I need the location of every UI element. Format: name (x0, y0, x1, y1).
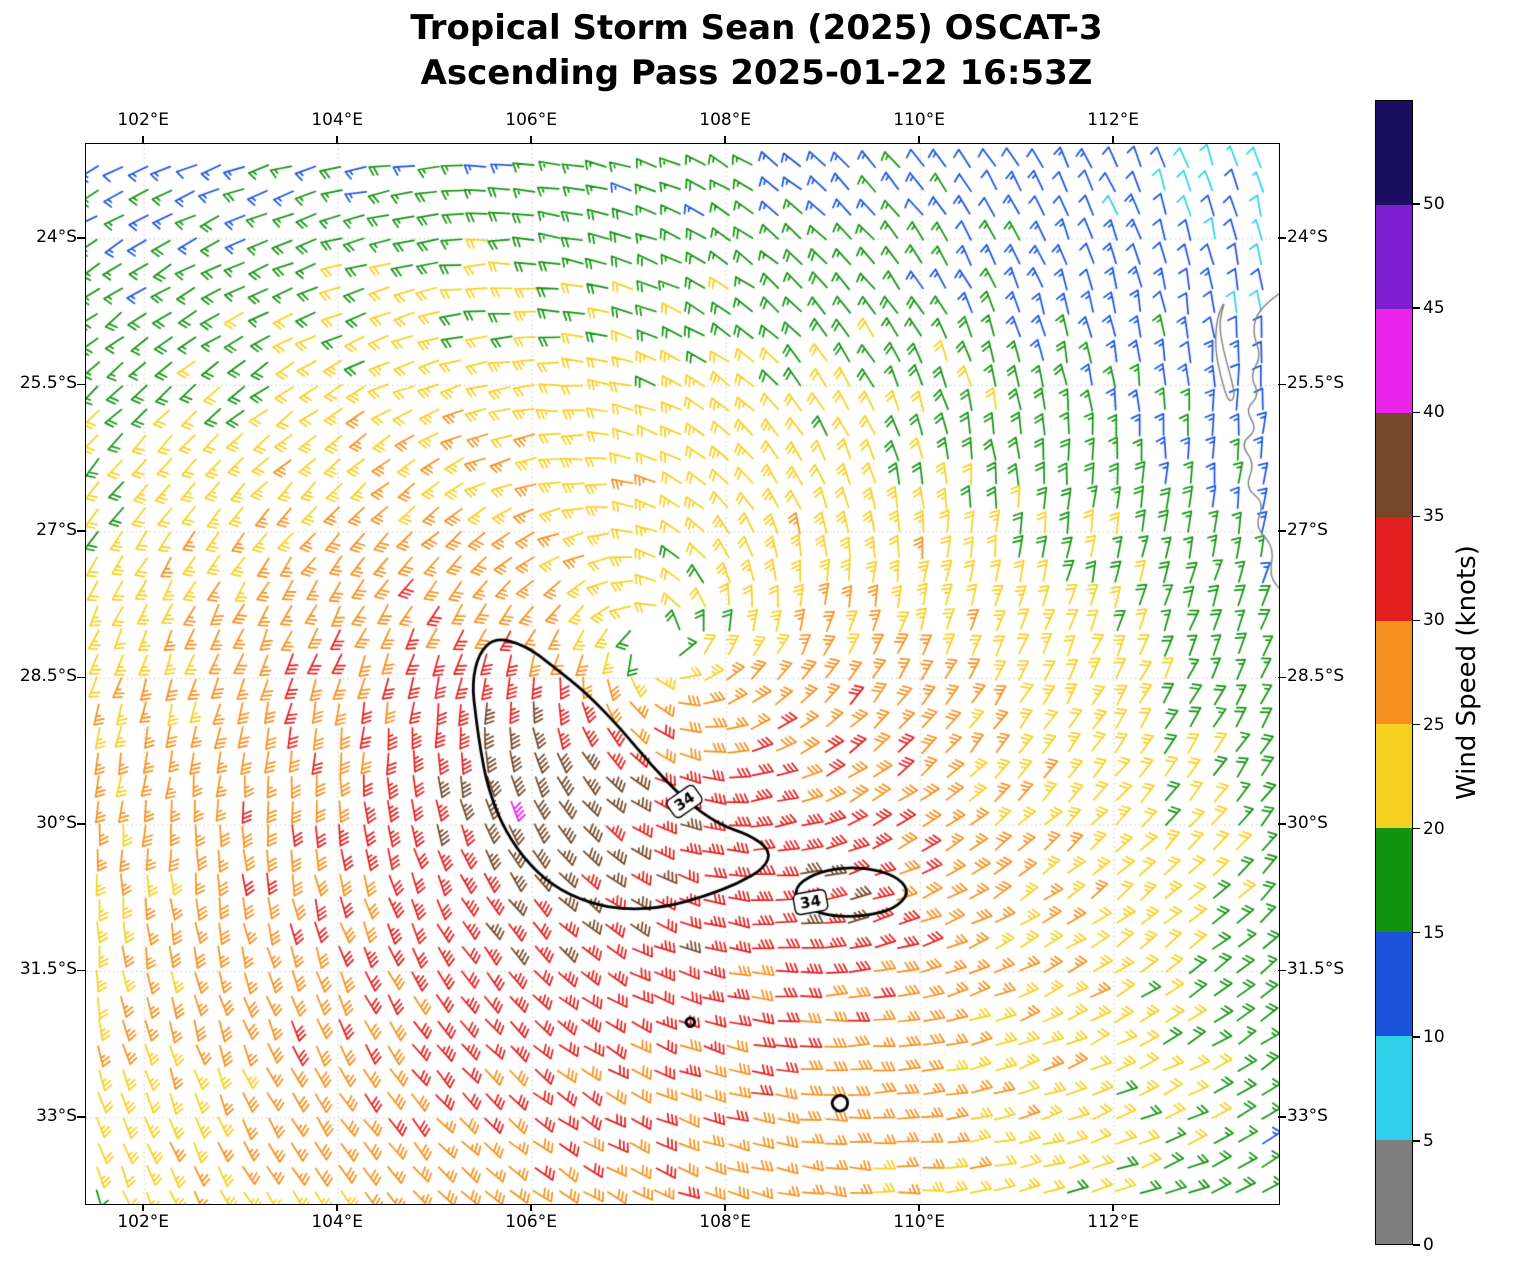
axis-tick-right (1278, 676, 1286, 679)
colorbar-tick-label: 10 (1423, 1026, 1445, 1047)
lat-tick-label-right: 33°S (1287, 1106, 1328, 1127)
lon-tick-label-bottom: 106°E (505, 1212, 557, 1232)
lon-tick-label-top: 102°E (117, 110, 170, 130)
axis-tick-right (1278, 969, 1286, 972)
lon-tick-label-top: 110°E (893, 110, 945, 130)
colorbar-tick (1413, 203, 1420, 205)
colorbar-tick (1413, 1140, 1420, 1142)
lat-tick-label-left: 31.5°S (19, 959, 77, 980)
colorbar-bin (1376, 412, 1412, 517)
colorbar-bin (1376, 620, 1412, 725)
colorbar-tick-label: 45 (1423, 298, 1445, 319)
lat-tick-label-right: 24°S (1287, 226, 1328, 247)
lon-tick-label-bottom: 104°E (311, 1212, 364, 1232)
axis-tick-top (1112, 136, 1114, 143)
colorbar (1375, 100, 1413, 1245)
lat-tick-label-right: 30°S (1287, 812, 1328, 833)
axis-tick-top (918, 136, 920, 143)
colorbar-tick (1413, 931, 1420, 934)
lon-tick-label-top: 104°E (311, 110, 364, 130)
colorbar-tick (1413, 723, 1420, 726)
colorbar-tick-label: 40 (1423, 402, 1445, 423)
colorbar-tick-label: 25 (1423, 714, 1445, 735)
axis-tick-left (77, 969, 85, 972)
axis-tick-left (77, 530, 85, 532)
colorbar-tick (1413, 827, 1420, 830)
colorbar-bin (1376, 932, 1412, 1037)
axis-tick-top (724, 136, 726, 143)
lat-tick-label-right: 27°S (1287, 519, 1328, 540)
colorbar-bin (1376, 101, 1412, 205)
colorbar-tick (1413, 1244, 1420, 1246)
colorbar-tick-label: 20 (1423, 818, 1445, 839)
lat-tick-label-left: 33°S (36, 1106, 77, 1127)
lat-tick-label-left: 25.5°S (19, 373, 77, 394)
axis-tick-bottom (142, 1204, 144, 1211)
colorbar-tick-label: 0 (1423, 1235, 1434, 1255)
colorbar-tick (1413, 619, 1420, 622)
colorbar-tick (1413, 1036, 1420, 1038)
lat-tick-label-left: 24°S (36, 226, 77, 247)
colorbar-tick-label: 5 (1423, 1130, 1434, 1151)
colorbar-tick (1413, 411, 1420, 414)
axis-tick-right (1278, 1116, 1286, 1118)
axis-tick-left (77, 383, 85, 386)
axis-tick-left (77, 676, 85, 679)
lon-tick-label-bottom: 108°E (699, 1212, 751, 1232)
lat-tick-label-left: 30°S (36, 812, 77, 833)
colorbar-tick (1413, 515, 1420, 518)
chart-subtitle: Ascending Pass 2025-01-22 16:53Z (420, 52, 1093, 93)
lat-tick-label-right: 31.5°S (1287, 959, 1345, 980)
lon-tick-label-bottom: 102°E (117, 1212, 170, 1232)
axis-tick-bottom (918, 1204, 920, 1211)
lon-tick-label-bottom: 112°E (1087, 1212, 1139, 1232)
colorbar-bin (1376, 1036, 1412, 1141)
colorbar-bin (1376, 516, 1412, 621)
wind-barb-canvas (86, 144, 1279, 1204)
axis-tick-bottom (1112, 1204, 1114, 1211)
colorbar-tick (1413, 307, 1420, 309)
colorbar-bin (1376, 1140, 1412, 1244)
colorbar-bin (1376, 724, 1412, 829)
lon-tick-label-top: 108°E (699, 110, 751, 130)
axis-tick-right (1278, 237, 1286, 239)
lat-tick-label-left: 27°S (36, 519, 77, 540)
colorbar-tick-label: 15 (1423, 922, 1445, 943)
axis-tick-left (77, 823, 85, 825)
lat-tick-label-left: 28.5°S (19, 666, 77, 687)
axis-tick-bottom (530, 1204, 532, 1211)
lon-tick-label-top: 106°E (505, 110, 557, 130)
axis-tick-left (77, 1116, 85, 1118)
colorbar-bin (1376, 204, 1412, 309)
axis-tick-bottom (724, 1204, 726, 1211)
colorbar-tick-label: 50 (1423, 194, 1445, 215)
axis-tick-right (1278, 823, 1286, 825)
axis-tick-right (1278, 383, 1286, 386)
axis-tick-right (1278, 530, 1286, 532)
lat-tick-label-right: 25.5°S (1287, 373, 1345, 394)
colorbar-tick-label: 30 (1423, 610, 1445, 631)
lat-tick-label-right: 28.5°S (1287, 666, 1345, 687)
map-plot (85, 143, 1280, 1205)
axis-tick-top (530, 136, 532, 143)
axis-tick-left (77, 237, 85, 239)
colorbar-tick-label: 35 (1423, 506, 1445, 527)
colorbar-bin (1376, 828, 1412, 933)
colorbar-axis-label: Wind Speed (knots) (1452, 545, 1482, 800)
axis-tick-bottom (336, 1204, 338, 1211)
axis-tick-top (336, 136, 338, 143)
axis-tick-top (142, 136, 144, 143)
chart-title: Tropical Storm Sean (2025) OSCAT-3 (410, 8, 1103, 48)
lon-tick-label-bottom: 110°E (893, 1212, 945, 1232)
lon-tick-label-top: 112°E (1087, 110, 1139, 130)
chart-title-block: Tropical Storm Sean (2025) OSCAT-3 Ascen… (0, 6, 1513, 96)
colorbar-bin (1376, 308, 1412, 413)
